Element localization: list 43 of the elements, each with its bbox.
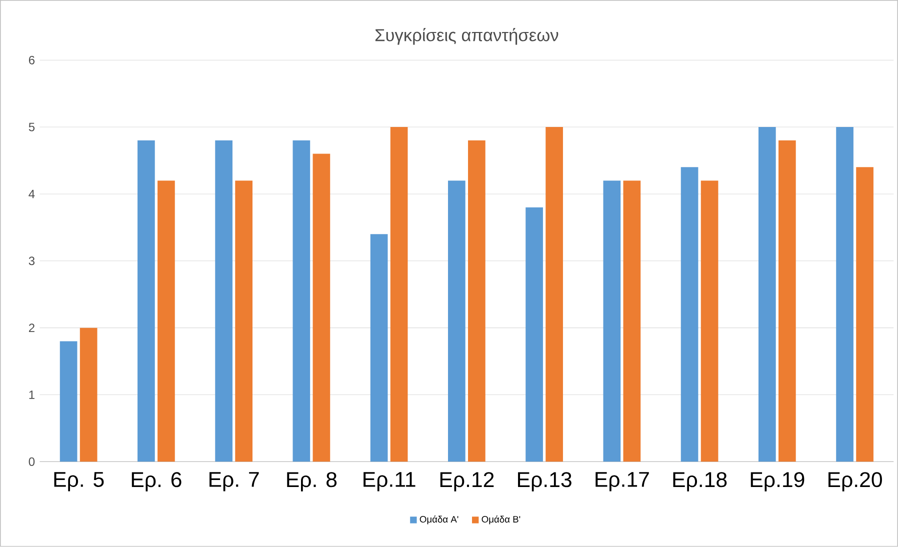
bar	[390, 127, 408, 462]
x-tick-label: Ερ.12	[440, 472, 494, 492]
bar	[468, 140, 486, 462]
bar	[680, 167, 698, 462]
chart-title: Συγκρίσεις απαντήσεων	[375, 28, 558, 45]
bar	[158, 180, 175, 462]
bar	[856, 167, 874, 462]
bar	[292, 140, 310, 462]
bar	[60, 341, 78, 462]
bar	[758, 127, 776, 462]
x-tick-label: Ερ. 8	[287, 472, 337, 492]
bar	[623, 180, 641, 462]
bar	[235, 180, 252, 462]
y-tick-label: 0	[28, 458, 35, 466]
y-tick-label: 2	[28, 324, 34, 332]
bar	[546, 127, 563, 462]
x-tick-label: Ερ.17	[596, 472, 649, 492]
x-tick-label: Ερ.20	[828, 472, 882, 492]
x-tick-label: Ερ.18	[673, 472, 727, 492]
y-tick-label: 3	[28, 256, 35, 266]
legend-label: Ομάδα Α'	[420, 516, 458, 524]
bar	[778, 140, 796, 462]
bar	[312, 154, 330, 462]
bar	[80, 328, 98, 462]
x-tick-label: Ερ. 6	[132, 472, 182, 492]
legend-label: Ομάδα Β'	[482, 516, 520, 524]
y-tick-label: 1	[29, 390, 34, 399]
y-tick-label: 6	[28, 56, 35, 64]
y-tick-label: 4	[28, 190, 35, 198]
x-tick-label: Ερ.19	[750, 472, 804, 492]
bar	[526, 207, 543, 462]
bar	[448, 180, 466, 462]
x-tick-label: Ερ.13	[518, 472, 572, 492]
bar	[370, 234, 388, 462]
bar	[603, 180, 621, 462]
bar	[215, 140, 232, 462]
x-tick-label: Ερ. 7	[210, 472, 259, 492]
bar	[700, 180, 718, 462]
x-tick-label: Ερ. 5	[54, 472, 104, 492]
x-tick-label: Ερ.11	[364, 472, 416, 492]
y-tick-label: 5	[28, 122, 35, 132]
bar	[138, 140, 155, 462]
bar	[836, 127, 854, 462]
